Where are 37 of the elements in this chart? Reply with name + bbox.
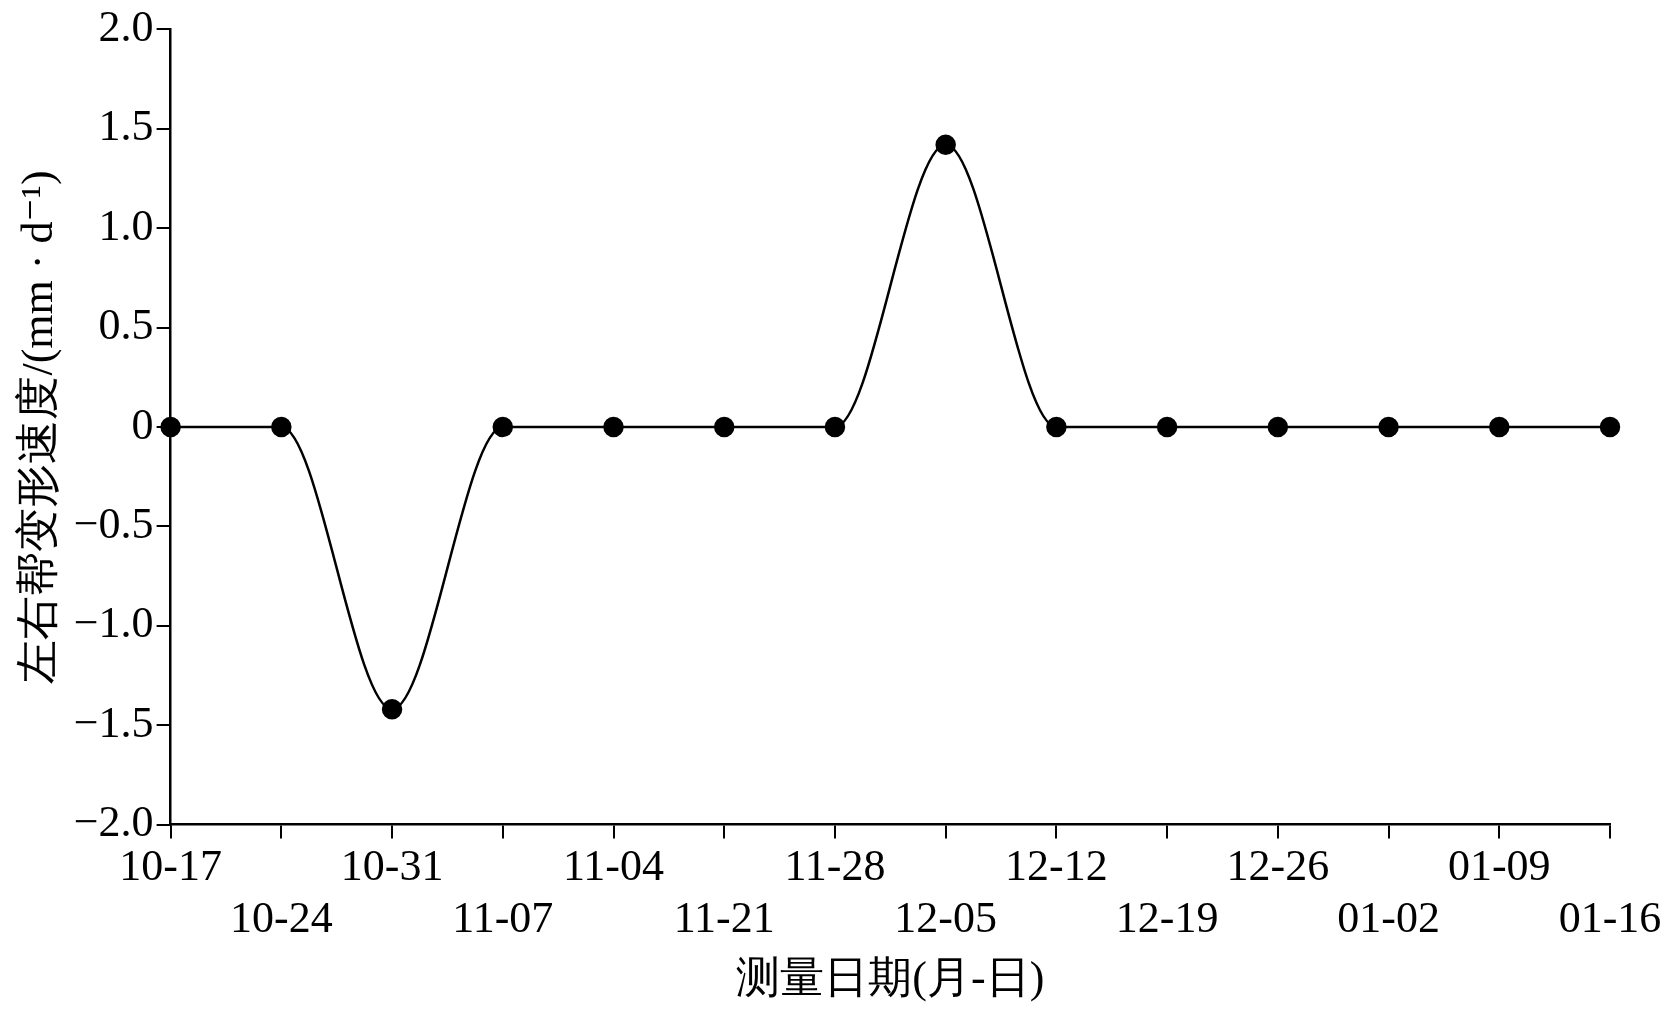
x-tick-label: 11-07 <box>452 893 554 943</box>
point <box>1599 416 1621 438</box>
y-tick-label: −1.0 <box>73 598 154 648</box>
y-tick-label: −1.5 <box>73 697 154 747</box>
y-axis-title: 左右帮变形速度/(mm · d⁻¹) <box>12 170 62 684</box>
point <box>603 416 624 438</box>
x-tick-label: 11-28 <box>784 840 886 890</box>
x-tick-label: 11-04 <box>562 840 665 890</box>
point <box>713 416 735 438</box>
x-tick-label: 10-31 <box>340 840 444 890</box>
x-tick-label: 12-26 <box>1226 840 1330 890</box>
point <box>935 134 956 155</box>
y-tick-label: −0.5 <box>73 498 154 548</box>
y-tick-label: 0 <box>131 399 154 449</box>
point <box>1489 416 1510 438</box>
point <box>492 416 514 438</box>
point <box>1046 416 1067 438</box>
point <box>1378 416 1399 438</box>
x-tick-label: 01-16 <box>1558 893 1662 943</box>
x-tick-label: 01-09 <box>1447 840 1551 890</box>
x-axis-title: 测量日期(月-日) <box>736 953 1045 1003</box>
y-tick-label: 1.0 <box>98 200 154 250</box>
y-tick-label: 2.0 <box>98 1 154 51</box>
x-tick-label: 10-24 <box>230 893 333 943</box>
y-tick-label: 1.5 <box>98 101 154 151</box>
x-tick-label: 11-21 <box>673 893 775 943</box>
point <box>1267 416 1289 438</box>
y-tick-label: 0.5 <box>98 300 154 350</box>
point <box>160 416 181 438</box>
x-tick-label: 12-12 <box>1005 840 1108 890</box>
x-tick-label: 01-02 <box>1337 893 1440 943</box>
point <box>824 416 846 438</box>
point <box>381 699 403 720</box>
point <box>1156 416 1178 438</box>
x-tick-label: 12-05 <box>894 893 997 943</box>
x-tick-label: 12-19 <box>1115 893 1219 943</box>
point <box>271 416 292 438</box>
